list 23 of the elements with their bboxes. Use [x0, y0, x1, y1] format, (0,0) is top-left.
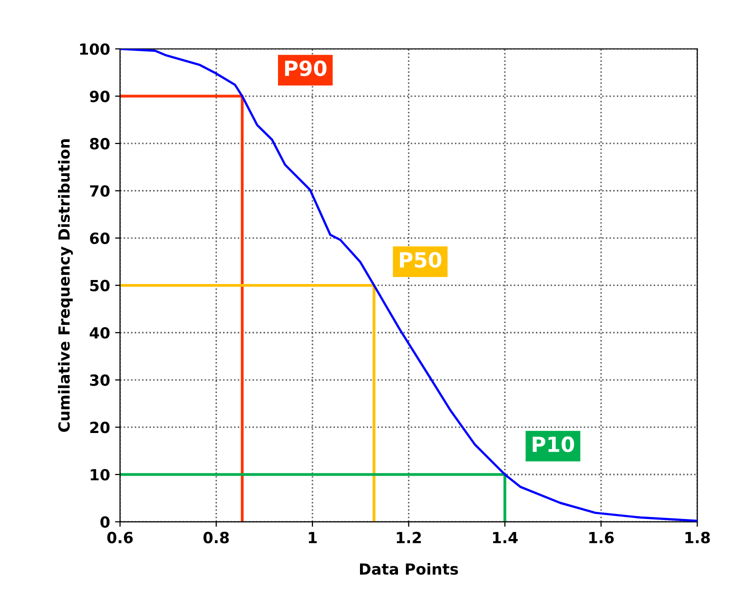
x-tick-label: 0.6 — [107, 532, 133, 544]
x-tick-label: 0.8 — [203, 532, 229, 544]
annotation: P90 — [285, 60, 326, 76]
y-tick-label: 10 — [90, 468, 110, 481]
y-tick-label: 60 — [90, 232, 110, 244]
y-tick-label: 30 — [90, 374, 110, 386]
y-tick-label: 50 — [90, 280, 110, 292]
annotation: P10 — [532, 436, 574, 452]
y-tick-label: 80 — [90, 138, 110, 150]
x-tick-label: 1.2 — [396, 532, 421, 544]
y-tick-label: 90 — [90, 90, 110, 102]
y-tick-label: 20 — [90, 422, 110, 434]
y-tick-label: 40 — [90, 327, 110, 339]
y-axis-title: Cumilative Frequency Distribution — [58, 139, 73, 432]
y-tick-label: 70 — [90, 185, 110, 197]
x-tick-label: 1.4 — [493, 532, 518, 544]
y-tick-label: 0 — [100, 516, 110, 528]
annotation: P50 — [400, 252, 442, 268]
x-axis-title: Data Points — [360, 562, 458, 575]
x-tick-label: 1.8 — [685, 532, 710, 544]
x-tick-label: 1.6 — [589, 532, 614, 544]
x-tick-label: 1 — [308, 532, 317, 544]
y-tick-label: 100 — [80, 43, 110, 55]
